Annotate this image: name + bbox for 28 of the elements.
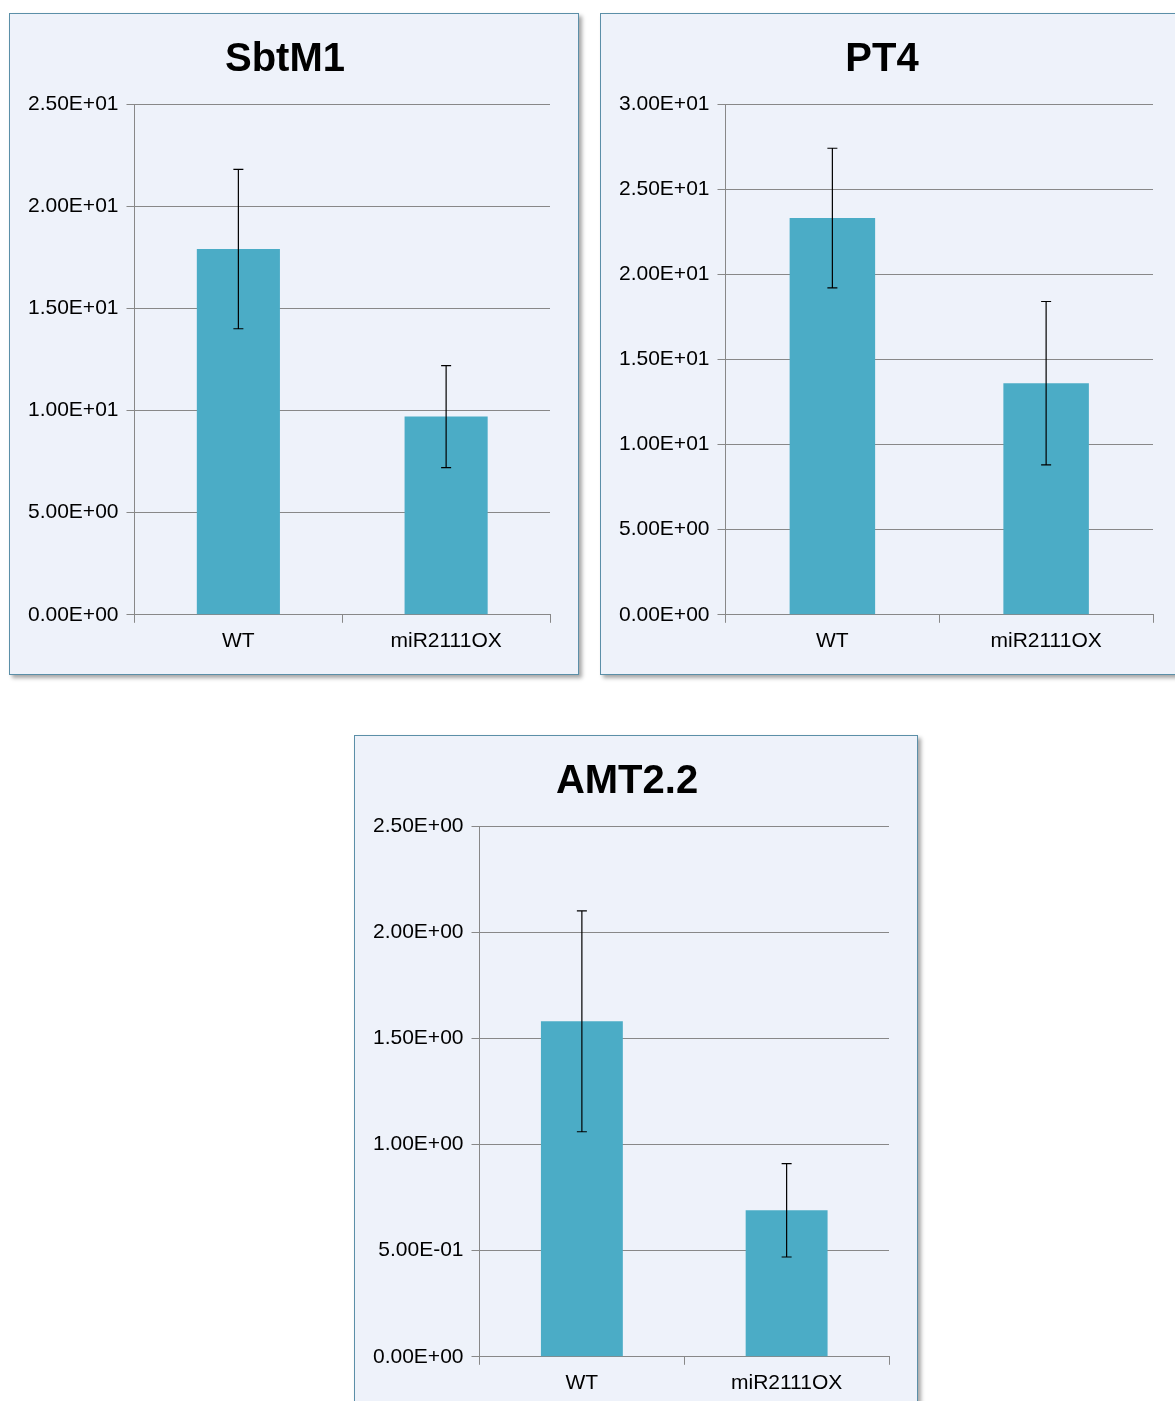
y-tick-label: 0.00E+00: [372, 1343, 464, 1367]
y-tick-label: 2.50E+00: [372, 812, 464, 836]
y-tick-label: 2.50E+01: [618, 175, 710, 199]
y-tick-label: 1.00E+01: [618, 431, 710, 455]
y-tick-label: 0.00E+00: [618, 601, 710, 625]
y-tick-label: 1.50E+01: [618, 346, 710, 370]
y-tick-label: 1.00E+00: [372, 1131, 464, 1155]
x-tick-label: miR2111OX: [730, 1370, 843, 1394]
y-tick-label: 1.50E+00: [372, 1025, 464, 1049]
x-tick-label: miR2111OX: [390, 628, 502, 652]
y-tick-label: 5.00E+00: [27, 499, 119, 523]
y-tick-label: 5.00E-01: [378, 1237, 464, 1261]
x-tick-label: WT: [816, 628, 849, 652]
y-tick-label: 2.00E+00: [372, 918, 464, 942]
y-tick-label: 1.50E+01: [27, 295, 119, 319]
y-tick-label: 2.00E+01: [618, 261, 710, 285]
chart-title: SbtM1: [225, 35, 345, 80]
y-tick-label: 0.00E+00: [27, 601, 119, 625]
y-tick-label: 5.00E+00: [618, 516, 710, 540]
x-tick-label: WT: [565, 1370, 599, 1394]
y-tick-label: 2.50E+01: [27, 90, 119, 114]
x-tick-label: miR2111OX: [990, 628, 1102, 652]
x-tick-label: WT: [222, 628, 255, 652]
chart-title: PT4: [845, 35, 920, 80]
chart-title: AMT2.2: [555, 757, 699, 802]
y-tick-label: 2.00E+01: [27, 192, 119, 216]
y-tick-label: 1.00E+01: [27, 397, 119, 421]
y-tick-label: 3.00E+01: [618, 90, 710, 114]
